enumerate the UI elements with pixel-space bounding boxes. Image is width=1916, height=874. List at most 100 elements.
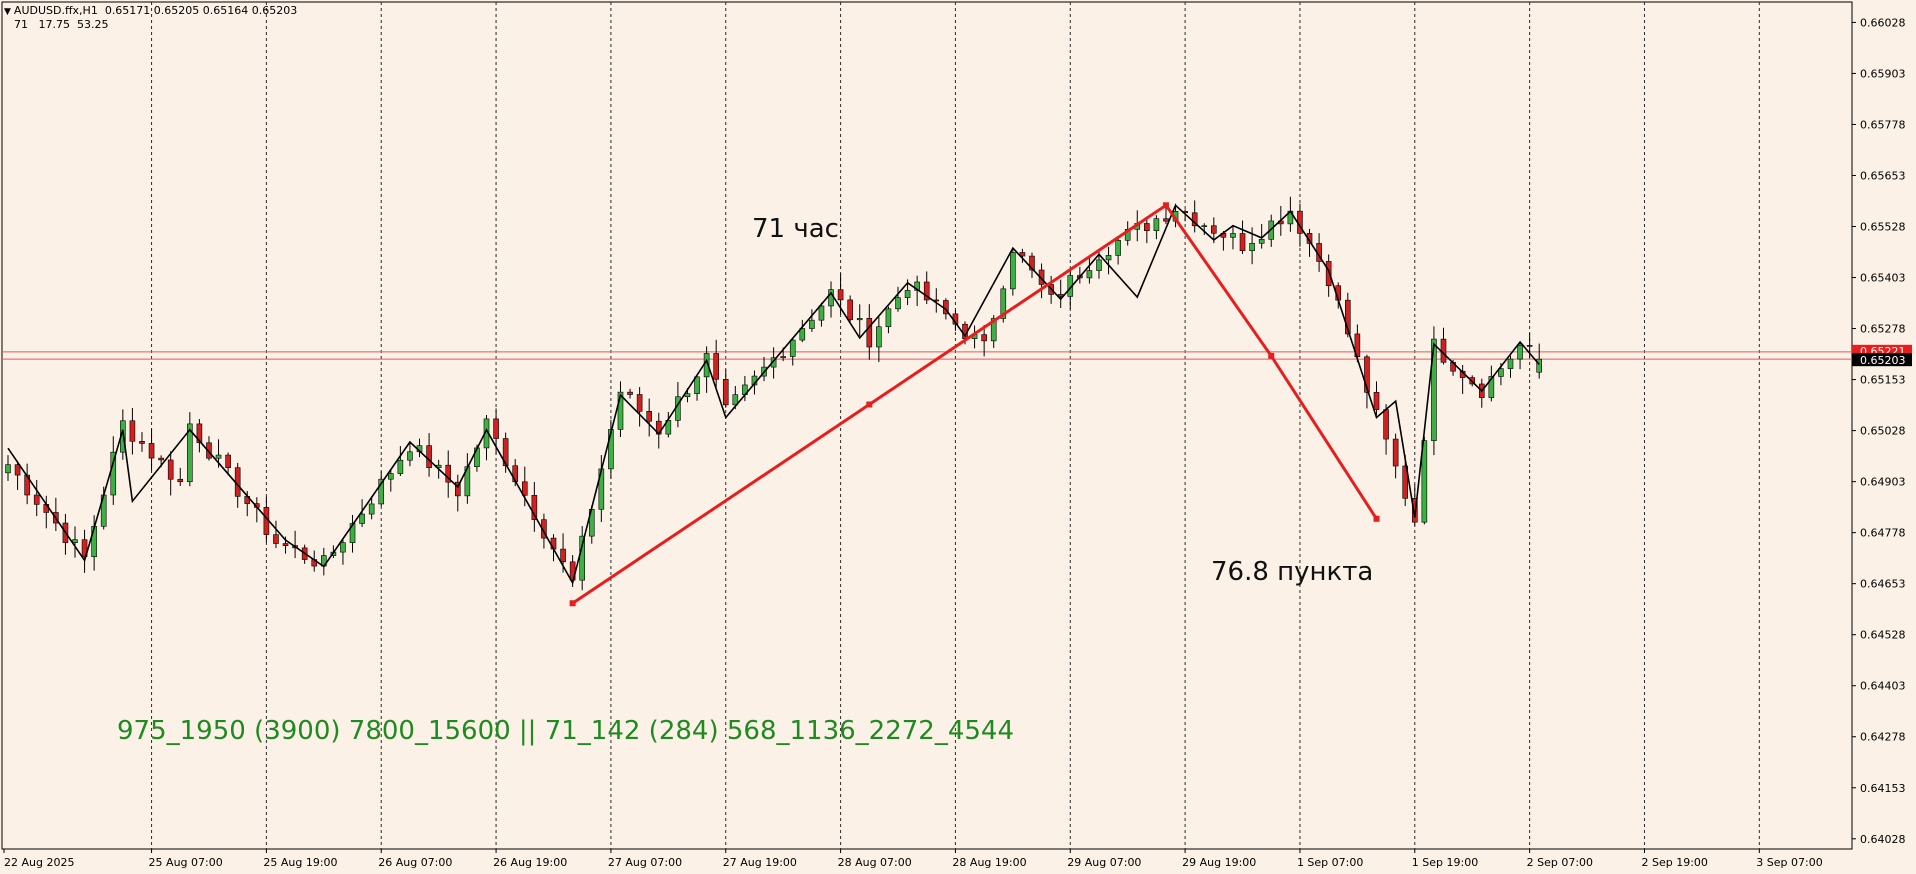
candle-body: [694, 376, 700, 394]
candle-body: [818, 305, 825, 321]
y-tick-label: 0.65778: [1860, 118, 1906, 131]
candle-body: [387, 473, 394, 480]
y-tick-label: 0.64153: [1860, 782, 1906, 795]
candle-body: [722, 379, 729, 406]
symbol-header: ▼ AUDUSD.ffx,H1 0.65171 0.65205 0.65164 0…: [4, 4, 297, 17]
candle-body: [1105, 255, 1112, 261]
candle-body: [129, 420, 136, 442]
candle-body: [1144, 223, 1150, 231]
y-tick-label: 0.65653: [1860, 169, 1906, 182]
candle-body: [1230, 233, 1236, 238]
candle-body: [158, 457, 164, 461]
candle-body: [1010, 252, 1016, 290]
y-tick-label: 0.65403: [1860, 272, 1906, 285]
candle-body: [1507, 358, 1514, 369]
candle-body: [1517, 345, 1523, 360]
candle-body: [1191, 212, 1198, 227]
candle-body: [215, 454, 222, 459]
candle-body: [1249, 242, 1255, 252]
candle-body: [1421, 440, 1428, 523]
candle-body: [799, 328, 806, 341]
candle-body: [1364, 356, 1370, 393]
candle-body: [14, 464, 21, 476]
candle-body: [454, 481, 461, 497]
candle-body: [617, 391, 624, 430]
current-price-label: 0.65203: [1860, 354, 1906, 367]
candle-body: [1211, 225, 1217, 234]
candle-body: [789, 339, 796, 357]
candle-body: [1498, 368, 1504, 377]
candle-body: [895, 297, 901, 310]
candle-body: [1526, 345, 1533, 347]
candle-body: [33, 494, 40, 505]
x-tick-label: 26 Aug 07:00: [378, 856, 452, 869]
candle-body: [732, 394, 739, 406]
x-tick-label: 2 Sep 07:00: [1527, 856, 1593, 869]
candle-body: [407, 451, 413, 461]
collapse-triangle-icon[interactable]: ▼: [4, 7, 11, 17]
candle-body: [1201, 225, 1208, 228]
x-tick-label: 29 Aug 07:00: [1067, 856, 1141, 869]
candle-body: [177, 478, 184, 483]
candle-body: [359, 513, 365, 524]
y-tick-label: 0.64028: [1860, 833, 1906, 846]
x-tick-label: 28 Aug 07:00: [838, 856, 912, 869]
candle-body: [1411, 498, 1418, 523]
candle-body: [196, 423, 203, 444]
candle-body: [876, 326, 882, 348]
candle-body: [847, 299, 853, 321]
candle-body: [636, 394, 643, 412]
candle-body: [990, 318, 997, 342]
sequence-annotation: 975_1950 (3900) 7800_15600 || 71_142 (28…: [117, 716, 1014, 746]
candle-body: [1038, 269, 1045, 285]
candle-body: [493, 418, 499, 439]
y-tick-label: 0.65903: [1860, 67, 1906, 80]
x-tick-label: 22 Aug 2025: [4, 856, 74, 869]
candle-body: [1019, 252, 1026, 257]
pattern-point: [1373, 515, 1380, 522]
candle-body: [1163, 218, 1169, 222]
x-tick-label: 25 Aug 19:00: [263, 856, 337, 869]
candle-body: [273, 534, 279, 544]
candle-body: [646, 411, 652, 422]
y-tick-label: 0.65278: [1860, 323, 1906, 336]
candle-body: [72, 539, 78, 543]
y-tick-label: 0.65528: [1860, 221, 1906, 234]
candle-body: [426, 445, 432, 468]
candle-body: [1488, 376, 1495, 398]
candle-body: [1115, 240, 1121, 256]
candle-body: [1325, 261, 1332, 287]
candle-body: [560, 548, 566, 563]
candle-body: [206, 442, 212, 459]
current-price-box: [1852, 353, 1912, 367]
candle-body: [770, 357, 777, 368]
candle-body: [923, 281, 930, 301]
x-tick-label: 2 Sep 19:00: [1641, 856, 1707, 869]
candle-body: [1373, 392, 1380, 410]
candle-body: [1096, 259, 1102, 271]
candle-body: [340, 542, 346, 553]
candle-body: [368, 503, 375, 515]
candle-body: [684, 393, 691, 398]
pattern-point: [569, 600, 576, 607]
y-tick-label: 0.64278: [1860, 731, 1906, 744]
pattern-point: [866, 401, 873, 408]
duration-annotation: 71 час: [752, 214, 839, 244]
y-tick-label: 0.65153: [1860, 374, 1906, 387]
y-tick-label: 0.64778: [1860, 527, 1906, 540]
x-tick-label: 25 Aug 07:00: [149, 856, 223, 869]
candle-body: [1086, 270, 1093, 279]
plot-frame: [1, 1, 1853, 850]
candle-body: [981, 334, 987, 342]
y-tick-label: 0.66028: [1860, 16, 1906, 29]
candle-body: [349, 523, 356, 543]
y-tick-label: 0.64653: [1860, 578, 1906, 591]
x-tick-label: 27 Aug 07:00: [608, 856, 682, 869]
candle-body: [1000, 288, 1007, 319]
y-tick-label: 0.65028: [1860, 425, 1906, 438]
candle-body: [282, 543, 289, 546]
pattern-line: [571, 203, 1378, 605]
candle-body: [1383, 409, 1389, 440]
candle-body: [378, 478, 385, 505]
